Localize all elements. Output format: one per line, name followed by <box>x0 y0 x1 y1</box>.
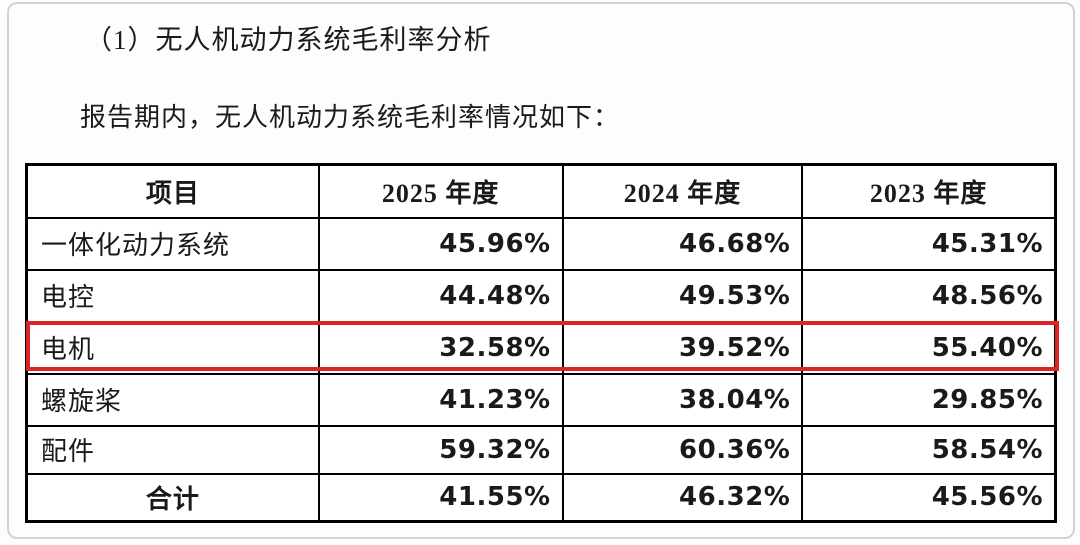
table-header-row: 项目 2025 年度 2024 年度 2023 年度 <box>25 163 1057 219</box>
cell-value: 45.56% <box>801 472 1057 523</box>
cell-value: 60.36% <box>561 424 804 475</box>
table-total-row: 合计 41.55% 46.32% 45.56% <box>25 472 1057 523</box>
cell-value: 55.40% <box>801 320 1057 375</box>
col-header-2023: 2023 年度 <box>801 163 1057 219</box>
cell-value: 45.96% <box>317 216 564 271</box>
cell-value: 49.53% <box>561 268 804 323</box>
cell-value: 44.48% <box>317 268 564 323</box>
table-row-motor-highlighted: 电机 32.58% 39.52% 55.40% <box>25 320 1057 375</box>
cell-value: 38.04% <box>561 372 804 427</box>
row-label: 一体化动力系统 <box>25 216 320 271</box>
row-label: 电控 <box>25 268 320 323</box>
cell-value: 29.85% <box>801 372 1057 427</box>
cell-value: 41.23% <box>317 372 564 427</box>
total-label: 合计 <box>25 472 320 523</box>
cell-value: 46.68% <box>561 216 804 271</box>
cell-value: 41.55% <box>317 472 564 523</box>
gross-margin-table: 项目 2025 年度 2024 年度 2023 年度 一体化动力系统 45.96… <box>25 163 1057 523</box>
cell-value: 48.56% <box>801 268 1057 323</box>
row-label: 配件 <box>25 424 320 475</box>
cell-value: 39.52% <box>561 320 804 375</box>
section-title: （1）无人机动力系统毛利率分析 <box>85 25 492 55</box>
col-header-2025: 2025 年度 <box>317 163 564 219</box>
cell-value: 45.31% <box>801 216 1057 271</box>
col-header-item: 项目 <box>25 163 320 219</box>
col-header-2024: 2024 年度 <box>561 163 804 219</box>
table-row-propeller: 螺旋桨 41.23% 38.04% 29.85% <box>25 372 1057 427</box>
cell-value: 59.32% <box>317 424 564 475</box>
table-row-esc: 电控 44.48% 49.53% 48.56% <box>25 268 1057 323</box>
row-label: 螺旋桨 <box>25 372 320 427</box>
cell-value: 58.54% <box>801 424 1057 475</box>
cell-value: 46.32% <box>561 472 804 523</box>
table-row-integrated-power-system: 一体化动力系统 45.96% 46.68% 45.31% <box>25 216 1057 271</box>
cell-value: 32.58% <box>317 320 564 375</box>
table-row-accessories: 配件 59.32% 60.36% 58.54% <box>25 424 1057 475</box>
intro-text: 报告期内，无人机动力系统毛利率情况如下： <box>80 103 621 132</box>
row-label: 电机 <box>25 320 320 375</box>
